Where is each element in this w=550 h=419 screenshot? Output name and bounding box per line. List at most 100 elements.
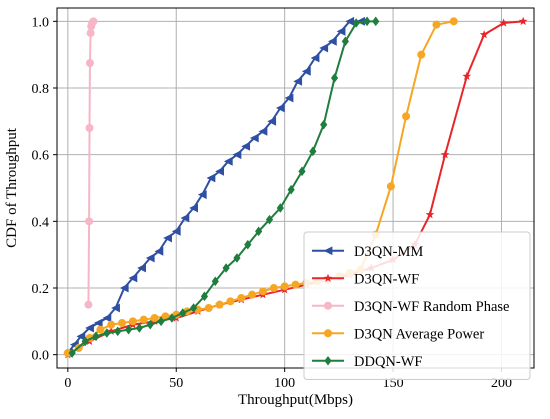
legend-box xyxy=(303,231,531,380)
y-tick-label: 0.2 xyxy=(32,282,50,297)
data-point-d3qn-mm xyxy=(249,133,259,143)
data-point-d3qn-wf xyxy=(425,210,435,219)
data-point-d3qn-wf-random-phase xyxy=(85,124,94,133)
legend-marker xyxy=(323,246,333,256)
data-point-d3qn-mm xyxy=(336,26,346,36)
data-point-d3qn-wf xyxy=(106,326,116,336)
y-tick-label: 0.0 xyxy=(32,349,50,364)
data-point-ddqn-wf xyxy=(352,18,360,28)
data-point-d3qn-mm xyxy=(171,226,181,236)
data-point-d3qn-mm xyxy=(111,303,120,313)
legend-label: D3QN Average Power xyxy=(354,326,484,342)
data-point-d3qn-mm xyxy=(128,273,138,283)
x-tick-label: 50 xyxy=(169,376,183,391)
data-point-ddqn-wf xyxy=(222,263,230,273)
data-point-d3qn-average-power xyxy=(107,320,116,329)
data-point-d3qn-mm xyxy=(85,323,94,333)
data-point-ddqn-wf xyxy=(276,203,284,213)
legend-label: D3QN-WF xyxy=(354,271,419,287)
data-point-d3qn-mm xyxy=(258,126,268,136)
data-point-d3qn-mm xyxy=(275,103,285,113)
data-point-ddqn-wf xyxy=(255,226,263,237)
data-point-d3qn-mm xyxy=(215,166,225,176)
data-point-ddqn-wf xyxy=(103,328,111,338)
data-point-d3qn-wf-random-phase xyxy=(85,59,94,68)
data-point-ddqn-wf xyxy=(68,348,76,358)
data-point-ddqn-wf xyxy=(135,323,143,333)
legend-item-d3qn-wf: D3QN-WF xyxy=(312,271,419,287)
data-point-ddqn-wf xyxy=(81,336,89,347)
data-point-d3qn-wf-random-phase xyxy=(84,300,93,309)
data-point-ddqn-wf xyxy=(124,324,133,335)
data-point-d3qn-average-power xyxy=(204,303,213,312)
data-point-ddqn-wf xyxy=(146,319,154,330)
data-point-ddqn-wf xyxy=(200,291,209,302)
data-point-ddqn-wf xyxy=(211,276,219,287)
legend-marker xyxy=(323,301,332,310)
y-axis-label: CDF of Throughput xyxy=(4,127,20,248)
legend-item-ddqn-wf: DDQN-WF xyxy=(312,354,422,370)
data-point-d3qn-mm xyxy=(345,16,355,26)
data-point-d3qn-average-power xyxy=(402,112,411,121)
data-point-ddqn-wf xyxy=(244,239,252,250)
data-point-d3qn-average-power xyxy=(386,182,395,191)
data-point-d3qn-average-power xyxy=(237,293,246,302)
data-point-ddqn-wf xyxy=(363,16,371,27)
legend-label: DDQN-WF xyxy=(354,354,422,370)
data-point-d3qn-mm xyxy=(76,331,86,341)
data-point-ddqn-wf xyxy=(92,331,100,342)
data-point-d3qn-mm xyxy=(284,93,294,103)
data-point-d3qn-average-power xyxy=(269,283,278,292)
data-point-d3qn-mm xyxy=(137,263,146,273)
data-point-d3qn-wf xyxy=(499,18,509,27)
data-point-ddqn-wf xyxy=(233,253,241,263)
legend-item-d3qn-mm: D3QN-MM xyxy=(312,244,423,260)
x-axis-label: Throughput(Mbps) xyxy=(238,392,353,408)
data-point-d3qn-average-power xyxy=(128,317,137,326)
data-point-d3qn-mm xyxy=(197,190,207,200)
data-point-d3qn-mm xyxy=(93,318,103,328)
grid xyxy=(57,8,534,368)
data-point-d3qn-mm xyxy=(319,43,329,53)
plot-frame xyxy=(56,7,535,369)
data-point-d3qn-mm xyxy=(180,213,190,223)
data-point-d3qn-mm xyxy=(241,141,251,151)
data-point-d3qn-mm xyxy=(327,36,337,46)
data-point-ddqn-wf xyxy=(320,119,328,130)
data-point-d3qn-average-power xyxy=(417,50,426,59)
data-point-d3qn-average-power xyxy=(215,300,224,309)
legend-item-d3qn-average-power: D3QN Average Power xyxy=(312,326,484,342)
data-point-ddqn-wf xyxy=(309,146,317,157)
data-point-d3qn-mm xyxy=(293,76,303,86)
data-point-d3qn-mm xyxy=(310,53,320,63)
series-d3qn-wf-random-phase xyxy=(84,17,98,309)
series-ddqn-wf xyxy=(68,16,380,358)
data-point-d3qn-average-power xyxy=(280,282,289,291)
data-point-ddqn-wf xyxy=(157,316,165,327)
data-point-d3qn-wf-random-phase xyxy=(85,217,94,226)
y-tick-label: 0.4 xyxy=(32,215,50,230)
data-point-d3qn-average-power xyxy=(432,20,441,29)
data-point-d3qn-mm xyxy=(163,233,172,243)
x-tick-label: 0 xyxy=(64,376,71,391)
y-tick-label: 0.6 xyxy=(32,149,50,164)
data-point-d3qn-mm xyxy=(189,203,198,213)
data-point-d3qn-mm xyxy=(232,150,242,160)
data-point-ddqn-wf xyxy=(372,16,380,27)
legend-marker xyxy=(324,355,332,366)
y-tick-label: 0.8 xyxy=(32,82,50,97)
data-point-d3qn-wf xyxy=(440,150,450,159)
data-point-ddqn-wf xyxy=(179,308,187,318)
legend-label: D3QN-WF Random Phase xyxy=(354,299,509,315)
legend-label: D3QN-MM xyxy=(354,244,423,260)
legend-marker xyxy=(323,273,333,282)
y-tick-label: 1.0 xyxy=(32,15,50,30)
data-point-d3qn-mm xyxy=(102,313,112,323)
data-point-d3qn-mm xyxy=(223,156,233,166)
legend-item-d3qn-wf-random-phase: D3QN-WF Random Phase xyxy=(312,299,509,315)
data-point-d3qn-mm xyxy=(206,173,216,183)
data-point-d3qn-average-power xyxy=(226,297,235,306)
data-point-d3qn-wf xyxy=(479,30,489,39)
